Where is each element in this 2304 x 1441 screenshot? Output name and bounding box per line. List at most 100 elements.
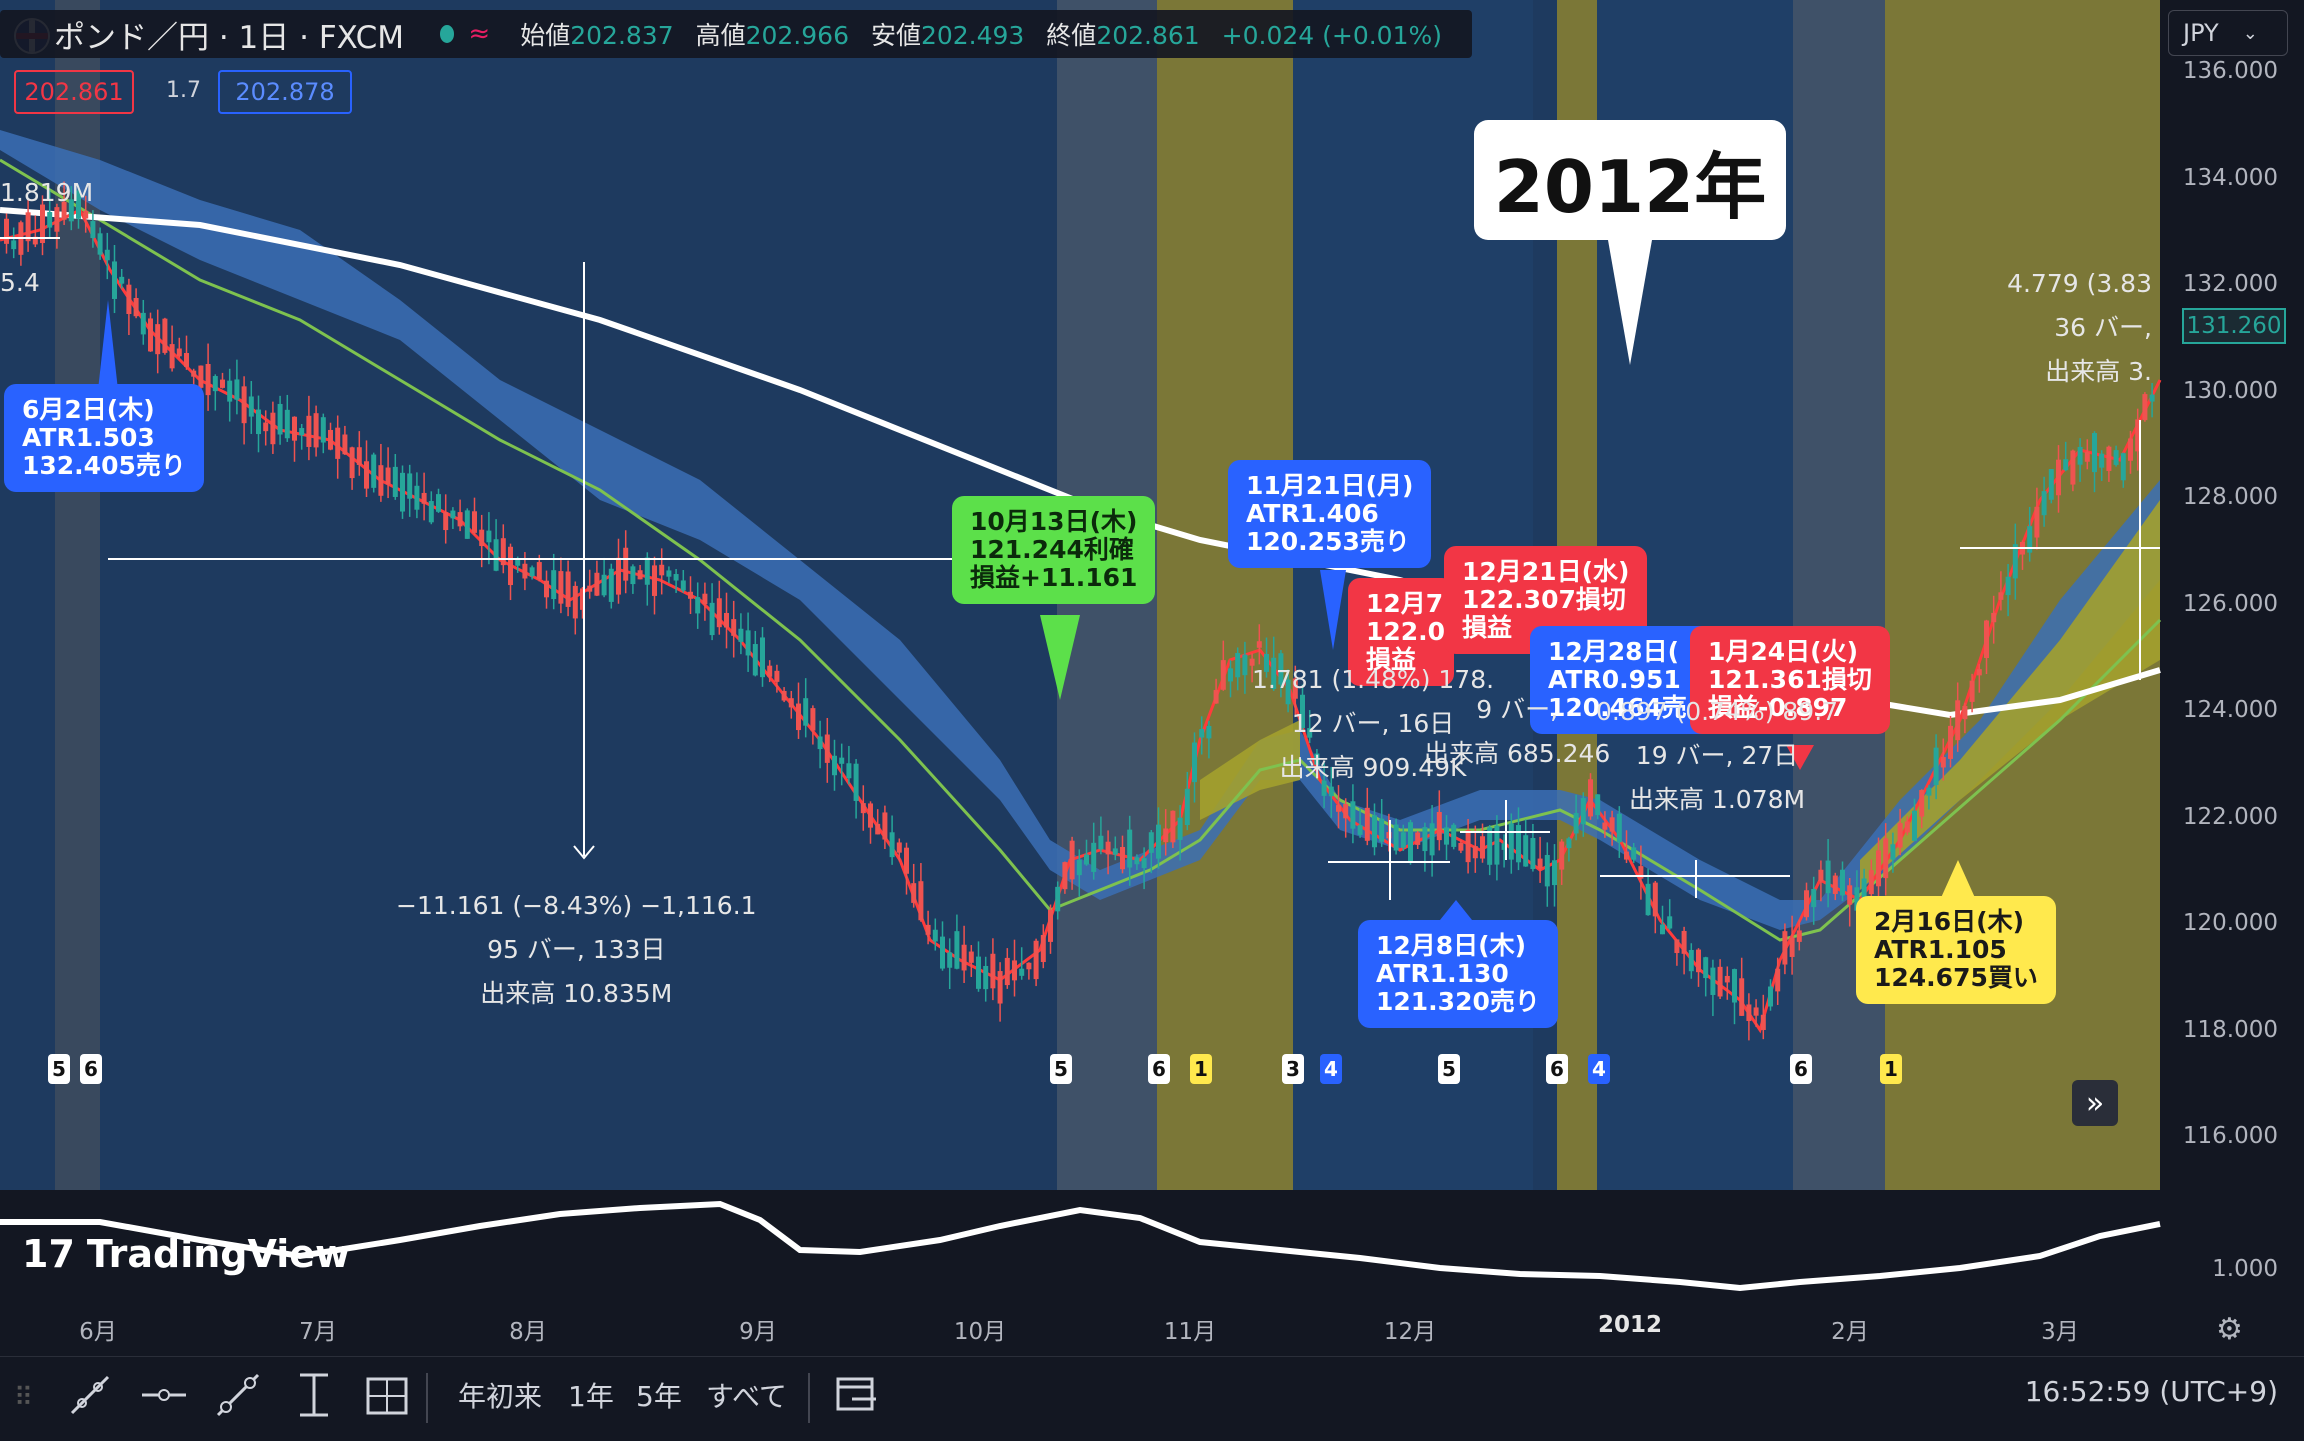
measure-line-text: 出来高 3. xyxy=(2045,357,2152,386)
callout-tail xyxy=(1440,900,1472,920)
measure-label-drop: −11.161 (−8.43%) −1,116.1 95 バー, 133日 出来高 … xyxy=(396,884,757,1016)
horizontal-line-icon[interactable] xyxy=(138,1369,190,1421)
candle-body xyxy=(824,734,830,763)
candle-body xyxy=(2099,453,2105,468)
candle-body xyxy=(2149,394,2155,402)
settings-gear-icon[interactable]: ⚙ xyxy=(2216,1312,2243,1347)
candle-body xyxy=(90,221,96,239)
candle-body xyxy=(1336,805,1341,812)
measure-line-text: 4.779 (3.83 xyxy=(2007,269,2152,298)
candle-body xyxy=(1307,728,1313,738)
buy-price-button[interactable]: 202.878 xyxy=(218,70,352,114)
candle-body xyxy=(1861,878,1867,902)
range-1y-button[interactable]: 1年 xyxy=(568,1380,614,1413)
tv-logo-icon: 17 xyxy=(22,1232,75,1276)
candle-body xyxy=(1976,669,1982,676)
candle-body xyxy=(2106,446,2112,471)
candle-body xyxy=(1206,726,1212,739)
candle-body xyxy=(2048,469,2054,500)
candle-body xyxy=(1163,828,1169,843)
candle-body xyxy=(1501,843,1507,850)
candle-body xyxy=(1638,866,1644,879)
candle-body xyxy=(277,403,283,435)
range-5y-button[interactable]: 5年 xyxy=(636,1380,682,1413)
candle-body xyxy=(1012,960,1017,981)
candle-body xyxy=(205,363,211,396)
candle-body xyxy=(76,190,81,219)
callout-line: 124.675買い xyxy=(1874,963,2038,992)
candle-body xyxy=(1084,854,1089,865)
candle-body xyxy=(479,529,485,547)
price-tick-label: 118.000 xyxy=(2182,1016,2278,1043)
candle-body xyxy=(104,249,110,261)
candle-body xyxy=(493,539,499,571)
callout-tail xyxy=(1940,860,1976,900)
candle-body xyxy=(1040,934,1046,963)
currency-selector[interactable]: JPY ⌄ xyxy=(2168,10,2288,56)
candle-body xyxy=(810,708,816,731)
ray-line-icon[interactable] xyxy=(212,1369,264,1421)
candle-body xyxy=(378,465,384,496)
range-all-button[interactable]: すべて xyxy=(706,1380,787,1413)
range-ytd-button[interactable]: 年初来 xyxy=(458,1380,543,1413)
candle-body xyxy=(918,881,924,921)
callout-tail xyxy=(1608,240,1652,365)
candle-body xyxy=(1717,966,1723,997)
measure-line-text: 9 バー, xyxy=(1476,695,1559,724)
candle-body xyxy=(320,417,326,443)
time-axis-bg xyxy=(0,1310,2160,1356)
candle-body xyxy=(1098,835,1104,850)
candle-body xyxy=(2142,394,2148,421)
candle-body xyxy=(1048,909,1053,942)
symbol-title[interactable]: ポンド／円 · 1日 · FXCM xyxy=(54,19,405,56)
candle-body xyxy=(1444,827,1449,845)
candle-body xyxy=(40,204,45,244)
candle-body xyxy=(911,883,917,903)
price-tick-label: 130.000 xyxy=(2182,377,2278,404)
candle-body xyxy=(587,585,593,592)
trend-line-icon[interactable] xyxy=(64,1369,116,1421)
candle-body xyxy=(1415,832,1421,845)
price-range-icon[interactable] xyxy=(288,1369,340,1421)
measure-line-text: 1.781 (1.48%) 178. xyxy=(1252,665,1495,694)
candle-body xyxy=(256,409,261,435)
candle-body xyxy=(529,567,535,577)
goto-date-icon[interactable] xyxy=(830,1369,882,1421)
candle-body xyxy=(1091,842,1097,872)
symbol-header[interactable]: ポンド／円 · 1日 · FXCM ≈ 始値202.837 高値202.966 … xyxy=(0,10,1472,58)
clock-timezone[interactable]: 16:52:59 (UTC+9) xyxy=(2024,1375,2278,1408)
candle-body xyxy=(565,571,571,607)
callout-dec8: 12月8日(木) ATR1.130 121.320売り xyxy=(1358,920,1558,1028)
candle-body xyxy=(1235,653,1241,678)
session-shade-yellow xyxy=(1157,0,1293,1190)
candle-body xyxy=(148,318,153,352)
candle-body xyxy=(1458,842,1464,851)
candle-body xyxy=(580,588,585,610)
candle-body xyxy=(1904,821,1910,833)
candle-body xyxy=(464,510,470,539)
price-tick-label: 116.000 xyxy=(2182,1123,2278,1149)
measure-label-nov: 1.781 (1.48%) 178. 12 バー, 16日 出来高 909.49K xyxy=(1252,658,1494,790)
candle-body xyxy=(1609,817,1615,832)
candle-body xyxy=(1991,612,1997,623)
last-price-label: 131.260 xyxy=(2182,308,2286,344)
candle-body xyxy=(1199,729,1205,738)
candle-body xyxy=(990,953,996,989)
candle-body xyxy=(443,512,449,531)
candle-body xyxy=(1926,787,1932,796)
time-tick-label: 12月 xyxy=(1383,1319,1437,1345)
candle-body xyxy=(1847,885,1853,905)
candle-body xyxy=(1739,978,1745,1016)
scroll-to-realtime-button[interactable]: » xyxy=(2072,1080,2118,1126)
candle-body xyxy=(868,803,873,828)
sell-price-button[interactable]: 202.861 xyxy=(14,70,134,114)
signal-marker: 1 xyxy=(1190,1054,1212,1084)
candle-body xyxy=(738,628,744,642)
candle-body xyxy=(1840,869,1845,896)
date-price-range-icon[interactable] xyxy=(362,1369,414,1421)
candle-body xyxy=(558,571,564,604)
drag-handle-icon[interactable]: ⠿ xyxy=(14,1383,34,1413)
candle-body xyxy=(400,472,405,512)
year-annotation: 2012年 xyxy=(1474,120,1786,240)
